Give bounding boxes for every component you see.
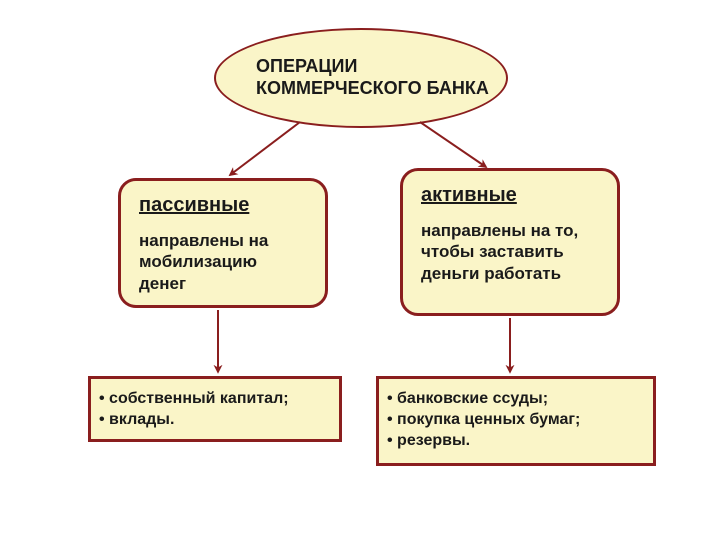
leaf-right-item: покупка ценных бумаг; [387,410,645,431]
root-oval: ОПЕРАЦИИ КОММЕРЧЕСКОГО БАНКА [214,28,508,128]
arrow [420,122,486,167]
leaf-right-box: банковские ссуды;покупка ценных бумаг;ре… [376,376,656,466]
branch-left-body: направлены на мобилизацию денег [139,230,307,294]
leaf-right-item: банковские ссуды; [387,389,645,410]
branch-right-box: активные направлены на то, чтобы застави… [400,168,620,316]
branch-left-title: пассивные [139,193,307,218]
branch-left-box: пассивные направлены на мобилизацию дене… [118,178,328,308]
leaf-right-item: резервы. [387,431,645,452]
branch-right-title: активные [421,183,599,208]
root-text: ОПЕРАЦИИ КОММЕРЧЕСКОГО БАНКА [256,56,506,99]
leaf-left-box: собственный капитал;вклады. [88,376,342,442]
leaf-left-item: вклады. [99,410,331,431]
branch-right-body: направлены на то, чтобы заставить деньги… [421,220,599,284]
arrow [230,122,300,175]
leaf-left-item: собственный капитал; [99,389,331,410]
